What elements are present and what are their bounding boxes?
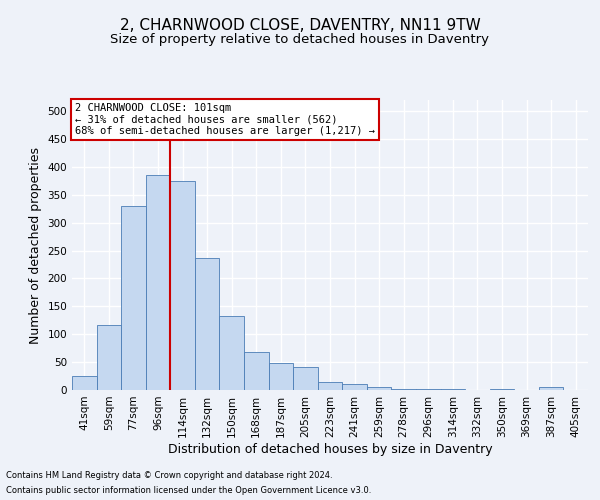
Text: Contains HM Land Registry data © Crown copyright and database right 2024.: Contains HM Land Registry data © Crown c…: [6, 471, 332, 480]
Bar: [269, 362, 293, 390]
Bar: [195, 258, 220, 390]
Y-axis label: Number of detached properties: Number of detached properties: [29, 146, 42, 344]
Bar: [244, 352, 269, 390]
Bar: [72, 376, 97, 390]
Bar: [539, 387, 563, 390]
Bar: [170, 181, 195, 390]
Bar: [220, 316, 244, 390]
Text: 2, CHARNWOOD CLOSE, DAVENTRY, NN11 9TW: 2, CHARNWOOD CLOSE, DAVENTRY, NN11 9TW: [119, 18, 481, 32]
Bar: [367, 387, 391, 390]
Bar: [146, 176, 170, 390]
Bar: [293, 366, 318, 390]
Text: Size of property relative to detached houses in Daventry: Size of property relative to detached ho…: [110, 32, 490, 46]
Bar: [342, 384, 367, 390]
Text: 2 CHARNWOOD CLOSE: 101sqm
← 31% of detached houses are smaller (562)
68% of semi: 2 CHARNWOOD CLOSE: 101sqm ← 31% of detac…: [75, 103, 375, 136]
Text: Contains public sector information licensed under the Open Government Licence v3: Contains public sector information licen…: [6, 486, 371, 495]
X-axis label: Distribution of detached houses by size in Daventry: Distribution of detached houses by size …: [167, 442, 493, 456]
Bar: [97, 326, 121, 390]
Bar: [318, 382, 342, 390]
Bar: [121, 206, 146, 390]
